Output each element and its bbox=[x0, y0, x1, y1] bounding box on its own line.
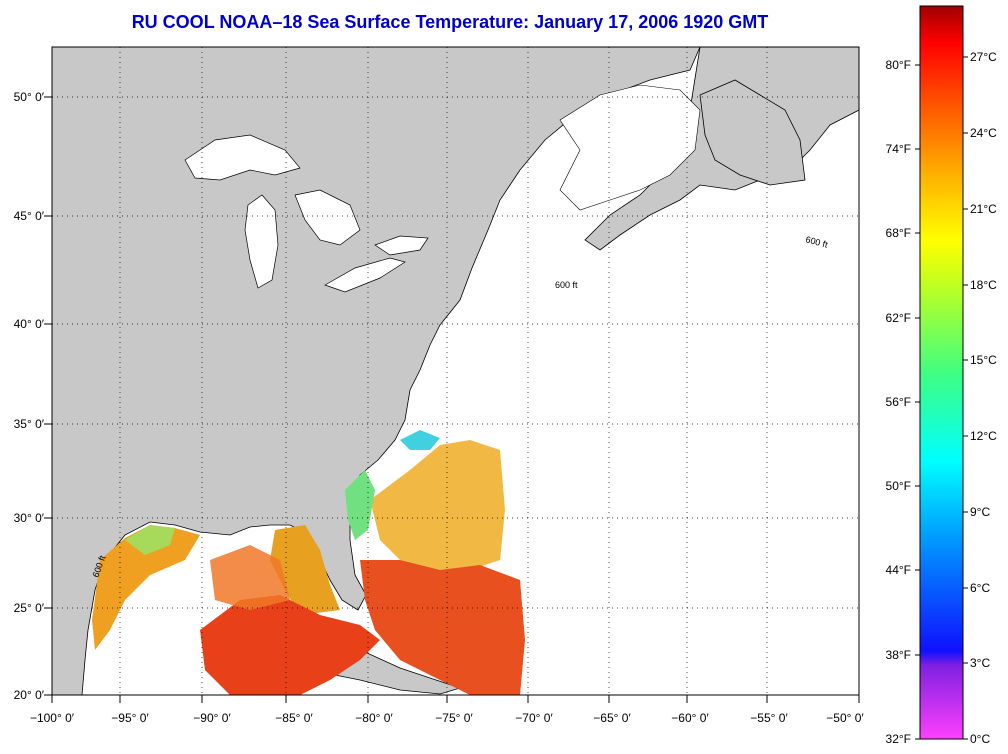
c-label: 0°C bbox=[970, 732, 990, 746]
longitude-labels: −100° 0′ −95° 0′ −90° 0′ −85° 0′ −80° 0′… bbox=[30, 711, 864, 725]
lat-label-40: 40° 0′ bbox=[14, 317, 45, 331]
lake-erie bbox=[324, 257, 406, 293]
lon-label-100: −100° 0′ bbox=[30, 711, 75, 725]
latitude-labels: 50° 0′ 45° 0′ 40° 0′ 35° 0′ 30° 0′ 25° 0… bbox=[14, 90, 45, 702]
celsius-ticks bbox=[963, 56, 968, 740]
f-label: 50°F bbox=[886, 479, 911, 493]
f-label: 56°F bbox=[886, 395, 911, 409]
c-label: 24°C bbox=[970, 126, 997, 140]
f-label: 68°F bbox=[886, 226, 911, 240]
lon-label-65: −65° 0′ bbox=[593, 711, 631, 725]
lat-label-50: 50° 0′ bbox=[14, 90, 45, 104]
lon-label-90: −90° 0′ bbox=[193, 711, 231, 725]
sst-gulf-loop bbox=[200, 595, 380, 695]
sst-atlantic-offshore bbox=[370, 440, 505, 570]
lon-label-75: −75° 0′ bbox=[435, 711, 473, 725]
lon-label-55: −55° 0′ bbox=[750, 711, 788, 725]
c-label: 21°C bbox=[970, 202, 997, 216]
celsius-labels: 27°C 24°C 21°C 18°C 15°C 12°C 9°C 6°C 3°… bbox=[970, 50, 997, 746]
c-label: 15°C bbox=[970, 353, 997, 367]
map-title: RU COOL NOAA–18 Sea Surface Temperature:… bbox=[131, 12, 769, 32]
c-label: 9°C bbox=[970, 505, 990, 519]
land-north-america bbox=[52, 47, 701, 695]
c-label: 3°C bbox=[970, 656, 990, 670]
fahrenheit-labels: 80°F 74°F 68°F 62°F 56°F 50°F 44°F 38°F … bbox=[886, 58, 911, 746]
contour-label: 600 ft bbox=[555, 280, 578, 290]
land-newfoundland bbox=[699, 79, 806, 186]
f-label: 38°F bbox=[886, 648, 911, 662]
sst-gulfstream bbox=[360, 560, 525, 695]
c-label: 6°C bbox=[970, 581, 990, 595]
c-label: 27°C bbox=[970, 50, 997, 64]
sst-carolina-cool bbox=[400, 430, 440, 450]
f-label: 32°F bbox=[886, 732, 911, 746]
f-label: 44°F bbox=[886, 563, 911, 577]
map-frame bbox=[51, 46, 860, 696]
lat-label-20: 20° 0′ bbox=[14, 688, 45, 702]
lat-label-35: 35° 0′ bbox=[14, 417, 45, 431]
sst-florida-east-cool bbox=[345, 470, 375, 540]
f-label: 80°F bbox=[886, 58, 911, 72]
lat-label-30: 30° 0′ bbox=[14, 511, 45, 525]
lon-label-80: −80° 0′ bbox=[355, 711, 393, 725]
c-label: 12°C bbox=[970, 429, 997, 443]
sst-gulf-central bbox=[210, 545, 290, 610]
lake-michigan bbox=[244, 194, 279, 289]
lat-label-25: 25° 0′ bbox=[14, 601, 45, 615]
axis-ticks bbox=[44, 96, 860, 703]
lake-ontario bbox=[374, 235, 429, 256]
f-label: 74°F bbox=[886, 142, 911, 156]
sst-gulf-northwest bbox=[92, 525, 200, 650]
colorbar-gradient bbox=[919, 5, 964, 740]
lon-label-70: −70° 0′ bbox=[515, 711, 553, 725]
c-label: 18°C bbox=[970, 278, 997, 292]
lon-label-95: −95° 0′ bbox=[111, 711, 149, 725]
lon-label-85: −85° 0′ bbox=[275, 711, 313, 725]
lon-label-60: −60° 0′ bbox=[671, 711, 709, 725]
lon-label-50: −50° 0′ bbox=[826, 711, 864, 725]
f-label: 62°F bbox=[886, 311, 911, 325]
lat-label-45: 45° 0′ bbox=[14, 209, 45, 223]
graticule bbox=[52, 47, 859, 695]
fahrenheit-ticks bbox=[915, 64, 920, 740]
lake-superior bbox=[184, 134, 301, 181]
lake-huron bbox=[294, 189, 361, 246]
st-lawrence-water bbox=[559, 84, 701, 211]
sst-gulf-coast-cool bbox=[125, 525, 175, 555]
